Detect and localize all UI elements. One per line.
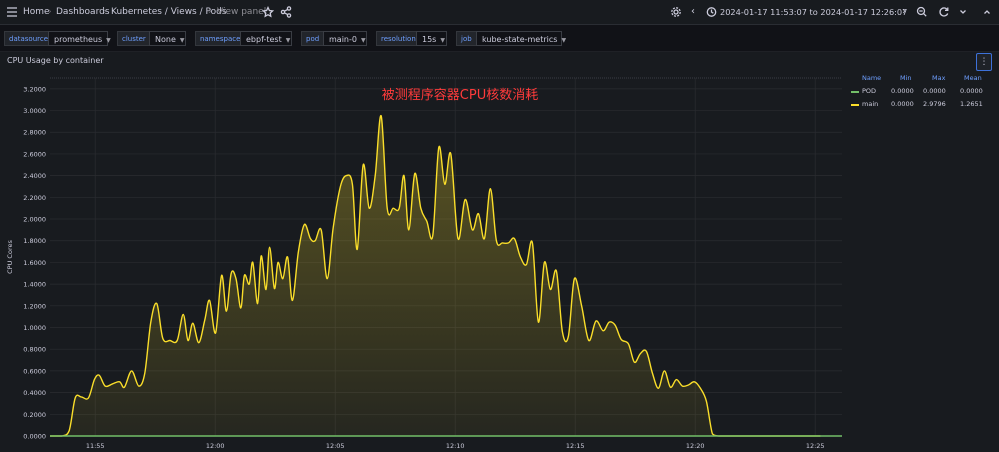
x-tick-label: 12:10 <box>446 442 465 450</box>
legend-header-mean[interactable]: Mean <box>964 74 982 82</box>
x-tick-label: 12:15 <box>566 442 585 450</box>
x-tick-label: 11:55 <box>86 442 105 450</box>
variable-value: ebpf-test <box>246 35 282 44</box>
legend-swatch-main <box>851 104 859 106</box>
settings-gear-icon[interactable] <box>670 0 682 24</box>
share-icon[interactable] <box>280 0 292 24</box>
chart-annotation: 被测程序容器CPU核数消耗 <box>382 87 538 103</box>
y-tick-label: 1.6000 <box>23 259 46 267</box>
breadcrumb-current: View panel <box>217 7 267 17</box>
panel-title: CPU Usage by container <box>7 56 104 65</box>
y-axis-label: CPU Cores <box>6 240 14 274</box>
legend-min: 0.0000 <box>891 100 914 108</box>
y-tick-label: 0.4000 <box>23 389 46 397</box>
legend-row-pod[interactable]: POD 0.0000 0.0000 0.0000 <box>848 87 993 99</box>
collapse-chevron-up-icon[interactable] <box>982 0 992 24</box>
y-tick-label: 2.2000 <box>23 194 46 202</box>
y-tick-label: 1.2000 <box>23 302 46 310</box>
breadcrumb-separator: › <box>103 7 107 17</box>
breadcrumb-separator: › <box>48 7 52 17</box>
breadcrumb-separator: › <box>208 7 212 17</box>
variable-select-job[interactable]: kube-state-metrics ▼ <box>476 31 566 46</box>
variable-value: main-0 <box>329 35 357 44</box>
variable-value: prometheus <box>54 35 103 44</box>
refresh-interval-chevron-down-icon[interactable] <box>958 0 968 24</box>
variable-select-pod[interactable]: main-0 ▼ <box>323 31 367 46</box>
time-shift-back-icon[interactable]: ‹ <box>691 6 695 17</box>
chevron-down-icon: ▼ <box>106 37 111 44</box>
legend-series-name: POD <box>862 87 877 95</box>
legend-max: 0.0000 <box>923 87 946 95</box>
top-nav-bar: Home › Dashboards › Kubernetes / Views /… <box>0 0 999 25</box>
panel-menu-button[interactable]: ⋮ <box>976 53 992 71</box>
variable-select-datasource[interactable]: prometheus ▼ <box>48 31 111 46</box>
y-tick-label: 2.6000 <box>23 150 46 158</box>
legend-mean: 1.2651 <box>960 100 983 108</box>
grafana-menu-icon[interactable] <box>6 0 18 24</box>
main-series-line <box>49 115 821 437</box>
variable-select-namespace[interactable]: ebpf-test ▼ <box>240 31 292 46</box>
star-icon[interactable] <box>261 0 275 24</box>
y-tick-label: 1.4000 <box>23 281 46 289</box>
variable-label-pod: pod <box>301 31 325 46</box>
variable-select-resolution[interactable]: 15s ▼ <box>416 31 447 46</box>
variable-label-job: job <box>456 31 477 46</box>
variable-label-namespace: namespace <box>195 31 246 46</box>
chevron-down-icon: ▼ <box>440 37 445 44</box>
legend-series-name: main <box>862 100 879 108</box>
y-tick-label: 3.2000 <box>23 85 46 93</box>
chevron-down-icon: ▼ <box>179 37 185 44</box>
y-tick-label: 1.0000 <box>23 324 46 332</box>
panel-cpu-usage: CPU Usage by container ⋮ 0.0000 0.2000 0.4… <box>0 52 999 452</box>
cpu-usage-chart[interactable]: 0.0000 0.2000 0.4000 0.6000 0.8000 1.0000 1.20… <box>0 52 999 452</box>
breadcrumb-folder[interactable]: Kubernetes / Views / Pods <box>111 7 227 17</box>
chevron-down-icon: ▼ <box>561 37 567 44</box>
variable-label-cluster: cluster <box>117 31 151 46</box>
legend-header-min[interactable]: Min <box>900 74 912 82</box>
y-tick-label: 0.2000 <box>23 411 46 419</box>
y-tick-label: 0.0000 <box>23 433 46 441</box>
x-tick-label: 12:20 <box>686 442 705 450</box>
y-tick-label: 2.8000 <box>23 129 46 137</box>
main-series-area <box>50 115 821 436</box>
variable-value: kube-state-metrics <box>482 35 558 44</box>
zoom-out-icon[interactable] <box>916 0 928 24</box>
y-tick-label: 3.0000 <box>23 107 46 115</box>
legend-mean: 0.0000 <box>960 87 983 95</box>
variable-label-datasource: datasource <box>4 31 54 46</box>
legend-row-main[interactable]: main 0.0000 2.9796 1.2651 <box>848 100 993 112</box>
legend-max: 2.9796 <box>923 100 946 108</box>
legend-header-name[interactable]: Name <box>862 74 882 82</box>
refresh-icon[interactable] <box>938 0 950 24</box>
template-variables-bar: datasource prometheus ▼ cluster None ▼ nam… <box>0 25 999 52</box>
time-range-picker[interactable]: 2024-01-17 11:53:07 to 2024-01-17 12:26:… <box>720 7 908 17</box>
y-tick-label: 2.0000 <box>23 216 46 224</box>
variable-value: 15s <box>422 35 437 44</box>
y-tick-label: 0.8000 <box>23 346 46 354</box>
y-tick-label: 1.8000 <box>23 237 46 245</box>
time-shift-forward-icon[interactable]: › <box>902 6 906 17</box>
x-tick-label: 12:00 <box>206 442 225 450</box>
legend-swatch-pod <box>851 91 859 93</box>
variable-label-resolution: resolution <box>376 31 421 46</box>
variable-value: None <box>155 35 176 44</box>
x-tick-label: 12:25 <box>806 442 825 450</box>
legend-header-max[interactable]: Max <box>932 74 946 82</box>
clock-icon <box>706 0 717 24</box>
legend-min: 0.0000 <box>891 87 914 95</box>
chevron-down-icon: ▼ <box>360 37 366 44</box>
y-tick-label: 0.6000 <box>23 367 46 375</box>
breadcrumb-dashboards[interactable]: Dashboards <box>56 7 110 17</box>
x-tick-label: 12:05 <box>326 442 345 450</box>
chevron-down-icon: ▼ <box>285 37 291 44</box>
breadcrumb-home[interactable]: Home <box>23 7 50 17</box>
variable-select-cluster[interactable]: None ▼ <box>149 31 186 46</box>
y-tick-label: 2.4000 <box>23 172 46 180</box>
